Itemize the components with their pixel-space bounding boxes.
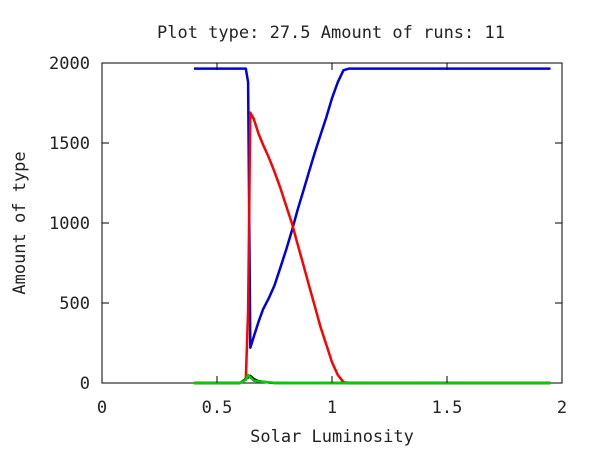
y-tick-label: 500 (59, 294, 90, 314)
tick-layer: 0 0.5 1 1.5 2 0 500 1000 1500 2000 (49, 54, 567, 418)
series-layer (194, 67, 551, 385)
y-tick-label: 1000 (49, 214, 90, 234)
y-tick-label: 2000 (49, 54, 90, 74)
y-tick-label: 0 (80, 374, 90, 394)
x-tick-label: 0.5 (202, 398, 233, 418)
chart-title: Plot type: 27.5 Amount of runs: 11 (157, 23, 505, 43)
series-line-red (194, 111, 551, 385)
x-tick-label: 1.5 (432, 398, 463, 418)
x-tick-label: 2 (557, 398, 567, 418)
series-line-blue (194, 67, 551, 350)
y-axis-label: Amount of type (10, 151, 30, 294)
y-tick-label: 1500 (49, 134, 90, 154)
plot-frame (101, 62, 563, 384)
series-line-green (194, 373, 551, 385)
x-tick-label: 0 (97, 398, 107, 418)
x-tick-label: 1 (327, 398, 337, 418)
x-axis-label: Solar Luminosity (250, 427, 414, 447)
